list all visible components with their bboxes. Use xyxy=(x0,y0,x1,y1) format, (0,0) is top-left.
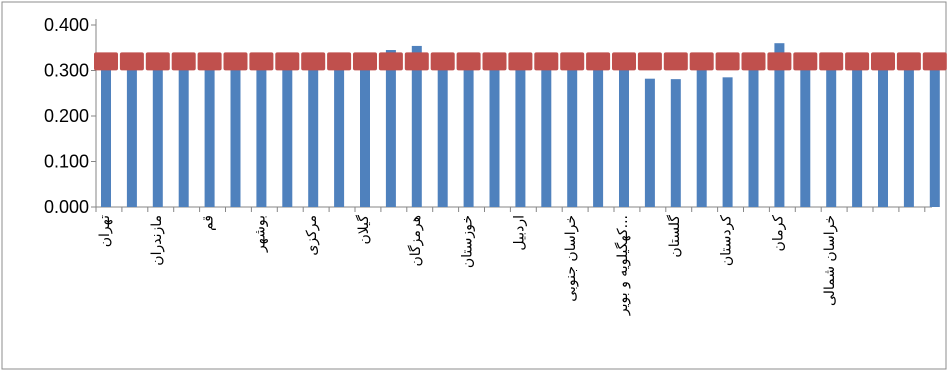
line-marker xyxy=(223,52,248,71)
bar xyxy=(903,61,914,208)
line-marker xyxy=(119,52,144,71)
line-marker xyxy=(793,52,818,71)
line-marker xyxy=(715,52,740,71)
bar xyxy=(385,50,396,208)
bar xyxy=(360,61,370,208)
bar xyxy=(774,43,785,208)
line-marker xyxy=(819,52,844,71)
line-marker xyxy=(586,52,611,71)
category-label: کهگیلویه و بویر... xyxy=(614,215,631,316)
y-tick-label: 0.300 xyxy=(44,61,89,81)
category-label: کرمان xyxy=(770,215,786,252)
line-marker xyxy=(301,52,326,71)
bar xyxy=(722,77,733,207)
line-marker xyxy=(896,52,921,71)
bar xyxy=(567,61,578,208)
bar xyxy=(593,61,604,208)
bar xyxy=(619,61,629,208)
line-marker xyxy=(327,52,352,71)
line-marker xyxy=(456,52,481,71)
line-marker xyxy=(378,52,403,71)
bar xyxy=(489,61,500,208)
category-label: خراسان شمالی xyxy=(822,215,838,306)
bar xyxy=(411,45,422,208)
line-marker xyxy=(560,52,585,71)
line-marker xyxy=(197,52,222,71)
plot-area: 0.000 0.100 0.200 0.300 0.400 تهران مازندران قم… xyxy=(44,15,947,316)
y-tick-label: 0.000 xyxy=(44,197,89,217)
bar xyxy=(852,61,863,208)
line-marker xyxy=(871,52,895,71)
line-marker xyxy=(637,52,662,71)
line-marker xyxy=(845,52,870,71)
bar xyxy=(204,61,215,208)
bar xyxy=(696,61,707,208)
bar xyxy=(878,61,888,208)
line-marker xyxy=(922,52,947,71)
bar xyxy=(800,61,811,208)
line-marker xyxy=(482,52,507,71)
line-marker xyxy=(612,52,636,71)
y-tick-label: 0.400 xyxy=(44,15,89,35)
bar xyxy=(541,61,552,208)
line-marker xyxy=(94,52,118,71)
bar xyxy=(826,61,837,208)
bar xyxy=(437,61,448,208)
category-label: بوشهر xyxy=(252,215,268,253)
category-label: گیلان xyxy=(355,215,372,245)
bar xyxy=(515,61,526,208)
category-label: مازندران xyxy=(149,215,165,266)
bar xyxy=(929,61,940,208)
line-marker xyxy=(508,52,533,71)
category-label: کردستان xyxy=(719,215,735,266)
line-marker xyxy=(534,52,559,71)
category-label: تهران xyxy=(97,215,113,247)
line-marker xyxy=(145,52,170,71)
bar xyxy=(256,61,267,208)
bar xyxy=(178,61,189,208)
line-marker xyxy=(767,52,792,71)
category-label: خراسان جنوبی xyxy=(563,215,579,302)
line-marker xyxy=(404,52,429,71)
category-label: اردبیل xyxy=(511,215,527,251)
bar xyxy=(463,61,474,208)
y-tick-label: 0.200 xyxy=(44,106,89,126)
category-label: قم xyxy=(201,215,217,231)
bar xyxy=(152,61,163,208)
line-marker xyxy=(689,52,714,71)
bar xyxy=(126,61,137,208)
bar xyxy=(282,61,293,208)
line-marker xyxy=(741,52,766,71)
line-marker xyxy=(663,52,688,71)
y-tick-label: 0.100 xyxy=(44,152,89,172)
line-marker xyxy=(249,52,274,71)
bar xyxy=(230,61,241,208)
bar xyxy=(101,61,111,208)
bar xyxy=(670,79,681,207)
line-marker xyxy=(171,52,196,71)
bar xyxy=(334,61,345,208)
bar xyxy=(308,61,319,208)
line-marker xyxy=(430,52,455,71)
bar xyxy=(644,78,655,207)
line-marker xyxy=(275,52,300,71)
line-marker xyxy=(353,52,377,71)
category-label: هرمزگان xyxy=(407,215,424,267)
category-label: خوزستان xyxy=(460,215,476,268)
category-label: مرکزی xyxy=(304,215,320,256)
bar xyxy=(748,61,759,208)
category-label: گلستان xyxy=(666,215,683,258)
